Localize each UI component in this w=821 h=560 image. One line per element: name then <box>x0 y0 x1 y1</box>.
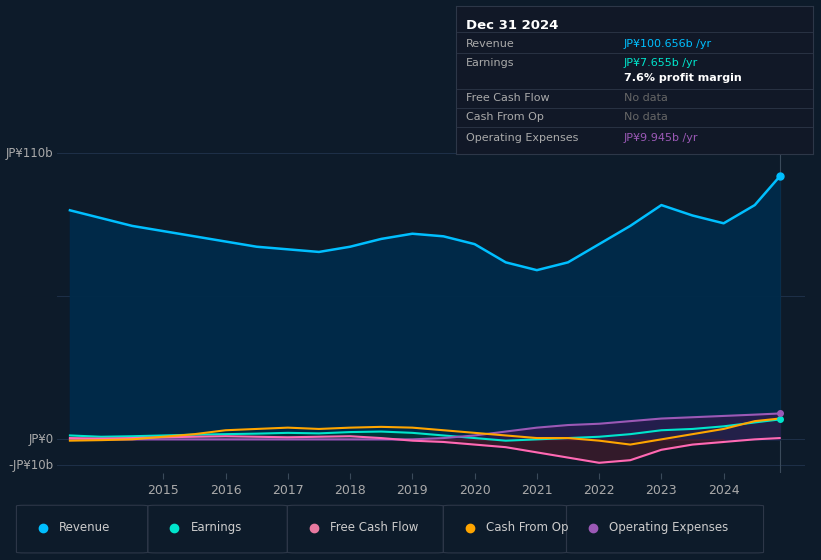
Text: JP¥9.945b /yr: JP¥9.945b /yr <box>623 133 698 143</box>
Text: JP¥0: JP¥0 <box>29 433 53 446</box>
Text: JP¥100.656b /yr: JP¥100.656b /yr <box>623 39 712 49</box>
Text: Revenue: Revenue <box>59 521 111 534</box>
Text: No data: No data <box>623 92 667 102</box>
Text: Dec 31 2024: Dec 31 2024 <box>466 19 559 32</box>
Text: JP¥7.655b /yr: JP¥7.655b /yr <box>623 58 698 68</box>
Text: Operating Expenses: Operating Expenses <box>466 133 579 143</box>
Text: Earnings: Earnings <box>190 521 242 534</box>
Text: JP¥110b: JP¥110b <box>6 147 53 160</box>
Text: Operating Expenses: Operating Expenses <box>609 521 728 534</box>
Text: No data: No data <box>623 112 667 122</box>
Text: Earnings: Earnings <box>466 58 515 68</box>
Text: Cash From Op: Cash From Op <box>486 521 568 534</box>
Text: -JP¥10b: -JP¥10b <box>8 459 53 472</box>
Text: Free Cash Flow: Free Cash Flow <box>330 521 419 534</box>
Text: Revenue: Revenue <box>466 39 515 49</box>
Text: Cash From Op: Cash From Op <box>466 112 544 122</box>
Text: Free Cash Flow: Free Cash Flow <box>466 92 550 102</box>
Text: 7.6% profit margin: 7.6% profit margin <box>623 73 741 83</box>
